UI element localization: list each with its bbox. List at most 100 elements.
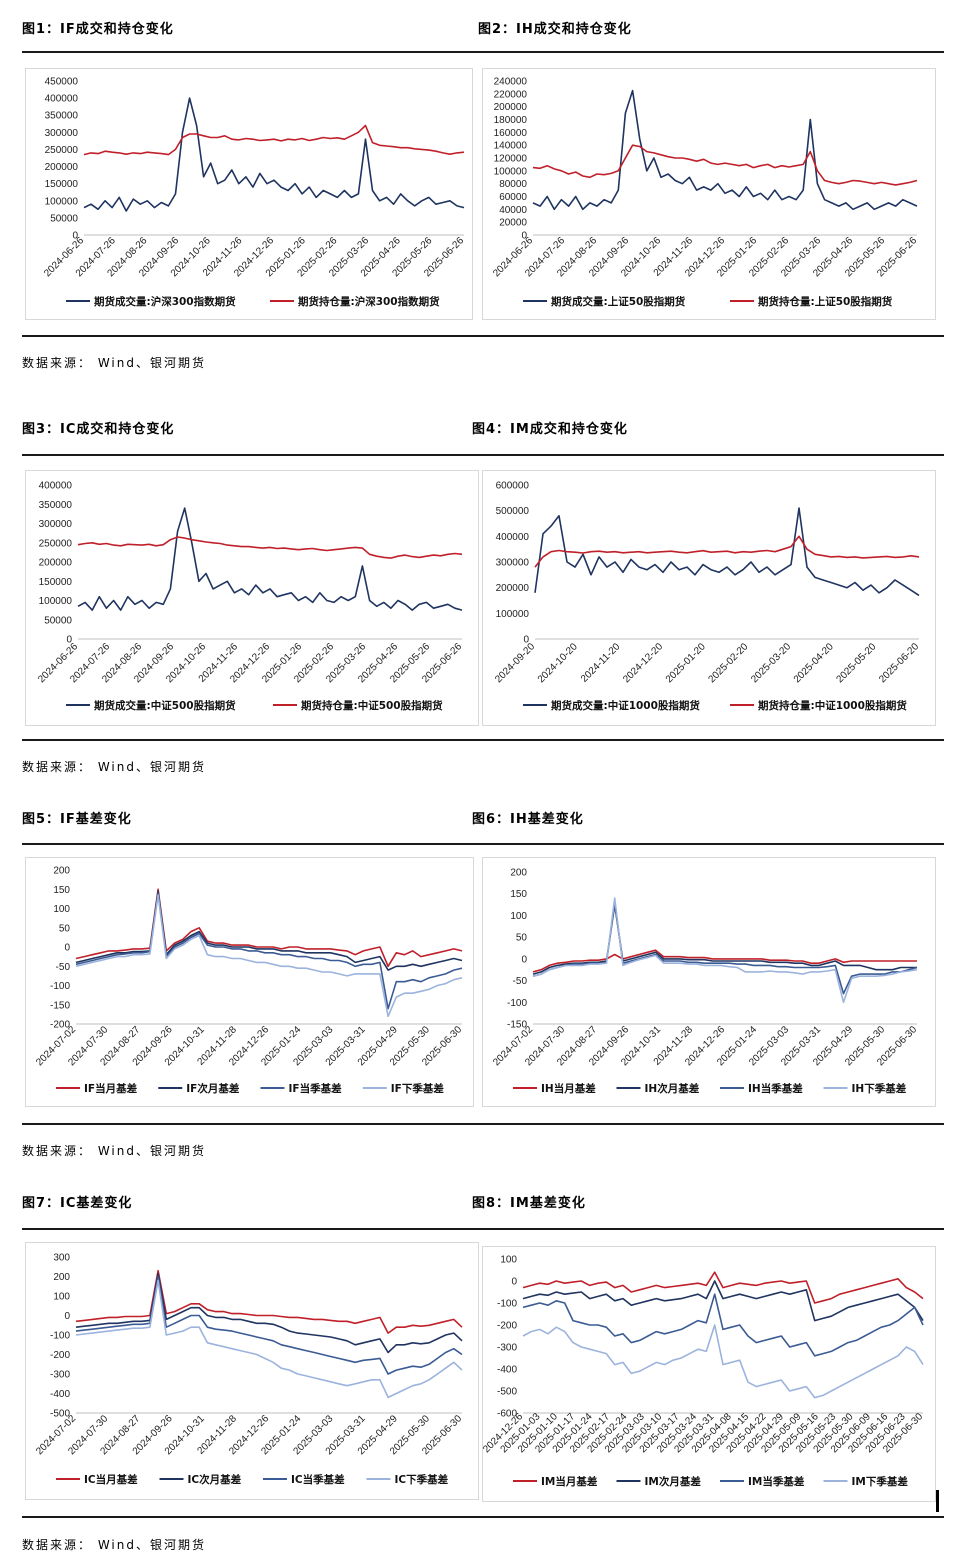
chart-panel-6: 200 150 100 50 0 -50 -100 -150 2024-07-02 2024-07… [482, 857, 936, 1107]
y-tick-label: 50000 [50, 213, 78, 224]
section-1-bottom-rule [22, 335, 944, 337]
y-tick-label: -400 [50, 1389, 70, 1400]
chart-im-volume-oi: 6000005000004000003000002000001000000202… [493, 481, 921, 713]
series-line-1 [83, 97, 465, 212]
series-line-1 [534, 507, 920, 597]
chart-panel-3: 400000 350000 300000 250000 200000 150000 1000… [25, 470, 479, 726]
y-tick-label: 180000 [494, 115, 528, 126]
y-tick-label: 300000 [39, 519, 73, 530]
y-tick-label: -50 [56, 962, 71, 973]
section-2-top-rule [22, 454, 944, 456]
x-tick-label: 2024-11-20 [579, 641, 623, 685]
y-tick-label: 20000 [499, 218, 527, 229]
y-tick-label: 0 [511, 1277, 517, 1288]
y-tick-label: 0 [64, 1311, 70, 1322]
chart-panel-5: 200 150 100 50 0 -50 -100 -150 -200 2024-07-02 202… [25, 857, 474, 1107]
source-note-4: 数据来源： Wind、银河期货 [22, 1538, 206, 1552]
series-line-2 [522, 1280, 924, 1322]
y-tick-label: 50 [59, 923, 71, 934]
section-4-bottom-rule [22, 1516, 944, 1518]
y-tick-label: 200000 [39, 558, 73, 569]
y-tick-label: 150000 [45, 179, 79, 190]
legend-label: IM当季基差 [748, 1475, 805, 1488]
legend-label: 期货成交量:沪深300指数期货 [94, 295, 236, 308]
y-tick-label: 60000 [499, 192, 527, 203]
corner-mark [936, 1490, 939, 1512]
y-tick-label: 160000 [494, 128, 528, 139]
y-tick-label: 100000 [494, 166, 528, 177]
y-tick-label: -100 [507, 998, 527, 1009]
legend-label: 期货持仓量:沪深300指数期货 [298, 295, 440, 308]
y-tick-label: -300 [50, 1370, 70, 1381]
series-line-2 [532, 903, 917, 975]
x-tick-label: 2024-10-20 [536, 641, 580, 685]
section-3-top-rule [22, 843, 944, 845]
legend-label: IC下季基差 [395, 1473, 449, 1486]
y-tick-label: 100000 [39, 596, 73, 607]
y-tick-label: 240000 [494, 77, 528, 88]
y-tick-label: 0 [521, 231, 527, 242]
chart-panel-8: 100 0 -100 -200 -300 -400 -500 -600 2024-12-26 20… [482, 1246, 936, 1502]
y-tick-label: 200000 [494, 102, 528, 113]
legend-label: 期货成交量:中证1000股指期货 [551, 699, 700, 712]
y-tick-label: -500 [50, 1409, 70, 1420]
y-tick-label: 200 [53, 1272, 70, 1283]
y-tick-label: 200 [53, 866, 70, 877]
figure-7-title: 图7：IC基差变化 [22, 1196, 133, 1211]
chart-ih-basis: 200150100500-50-100-1502024-07-022024-07… [491, 868, 919, 1096]
source-note-1: 数据来源： Wind、银河期货 [22, 356, 206, 370]
y-tick-label: 100 [53, 1292, 70, 1303]
y-tick-label: -200 [50, 1020, 70, 1031]
series-line-2 [77, 536, 463, 559]
series-line-4 [532, 897, 918, 1004]
series-line-1 [75, 888, 463, 968]
y-tick-label: 40000 [499, 205, 527, 216]
legend-label: IH当季基差 [748, 1082, 803, 1095]
y-tick-label: 50000 [44, 615, 72, 626]
y-tick-label: 100 [500, 1255, 517, 1266]
figure-2-title: 图2：IH成交和持仓变化 [478, 22, 632, 37]
figure-5-title: 图5：IF基差变化 [22, 812, 132, 827]
chart-panel-4: 600000 500000 400000 300000 200000 100000 0 202… [482, 470, 936, 726]
y-tick-label: 150 [53, 885, 70, 896]
x-tick-label: 2025-06-20 [877, 641, 921, 685]
x-tick-label: 2024-09-20 [493, 641, 537, 685]
figure-3-title: 图3：IC成交和持仓变化 [22, 422, 175, 437]
y-tick-label: 350000 [45, 111, 79, 122]
y-tick-label: -150 [507, 1020, 527, 1031]
series-line-1 [77, 507, 463, 611]
series-line-4 [75, 1279, 463, 1399]
y-tick-label: -300 [497, 1343, 517, 1354]
figure-8-title: 图8：IM基差变化 [472, 1196, 586, 1211]
series-line-3 [75, 1275, 463, 1375]
y-tick-label: 450000 [45, 77, 79, 88]
section-4-top-rule [22, 1228, 944, 1230]
y-tick-label: -50 [513, 976, 528, 987]
legend-label: 期货持仓量:中证1000股指期货 [758, 699, 907, 712]
y-tick-label: 220000 [494, 89, 528, 100]
section-1-top-rule [22, 51, 944, 53]
y-tick-label: -400 [497, 1365, 517, 1376]
y-tick-label: -500 [497, 1387, 517, 1398]
y-tick-label: 250000 [39, 538, 73, 549]
series-line-1 [75, 1269, 463, 1334]
chart-im-basis: 1000-100-200-300-400-500-6002024-12-2620… [483, 1255, 925, 1489]
series-line-3 [532, 901, 918, 995]
y-tick-label: 300000 [45, 128, 79, 139]
x-tick-label: 2025-03-20 [749, 641, 793, 685]
y-tick-label: 120000 [494, 154, 528, 165]
y-tick-label: 300000 [496, 558, 530, 569]
source-note-3: 数据来源： Wind、银河期货 [22, 1144, 206, 1158]
y-tick-label: 80000 [499, 179, 527, 190]
chart-panel-7: 300 200 100 0 -100 -200 -300 -400 -500 2024-07-02… [25, 1242, 479, 1500]
legend-label: IM下季基差 [852, 1475, 909, 1488]
y-tick-label: -100 [497, 1299, 517, 1310]
y-tick-label: 140000 [494, 141, 528, 152]
x-tick-label: 2024-12-20 [621, 641, 665, 685]
legend-label: IF下季基差 [391, 1082, 445, 1095]
figure-4-title: 图4：IM成交和持仓变化 [472, 422, 628, 437]
legend-label: IC当季基差 [291, 1473, 345, 1486]
legend-label: IH次月基差 [645, 1082, 700, 1095]
legend-label: IH当月基差 [541, 1082, 596, 1095]
